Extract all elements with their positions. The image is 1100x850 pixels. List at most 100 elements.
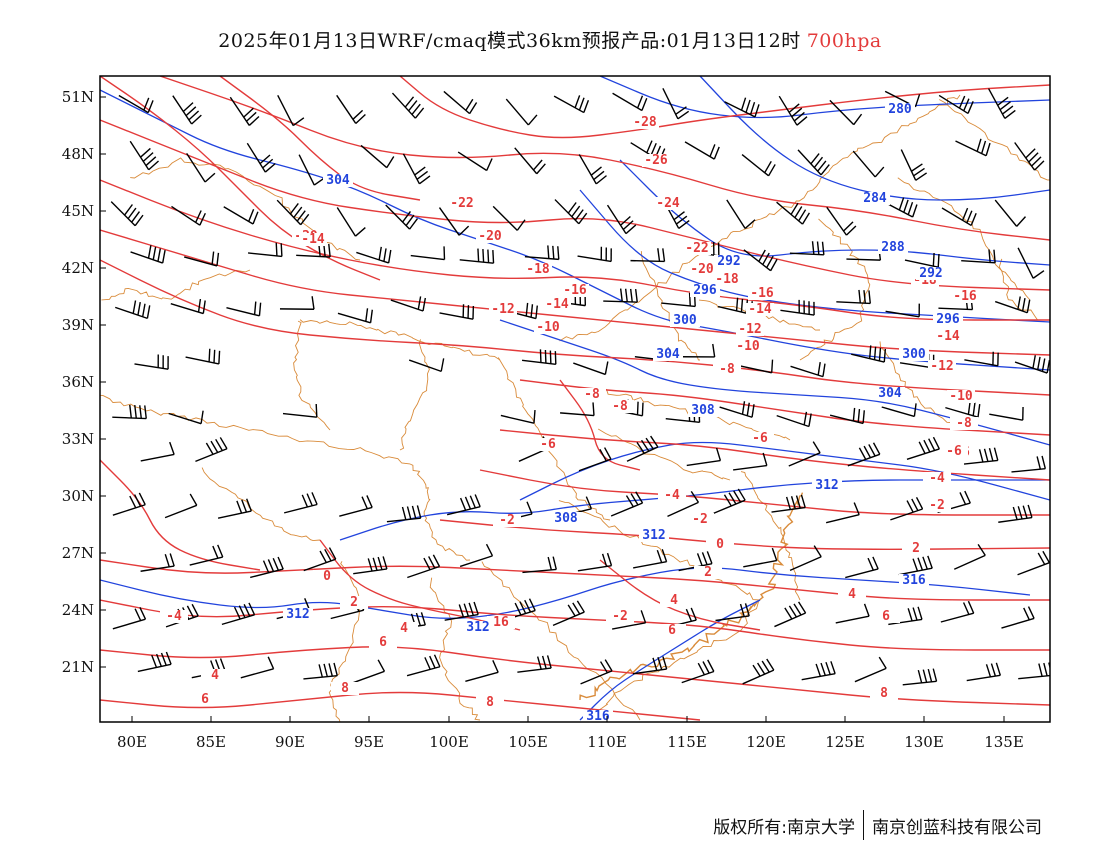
wind-barb bbox=[223, 206, 259, 225]
wind-barb bbox=[633, 549, 668, 569]
wind-barb bbox=[112, 404, 147, 420]
temperature-label: 2 bbox=[694, 565, 722, 580]
lat-tick-label: 48N bbox=[62, 145, 94, 163]
svg-text:-22: -22 bbox=[450, 196, 473, 211]
wind-barb bbox=[171, 205, 206, 226]
wind-barb bbox=[521, 349, 557, 365]
temperature-isoline bbox=[100, 179, 1050, 321]
wind-barb bbox=[247, 242, 283, 258]
svg-text:-10: -10 bbox=[536, 320, 560, 335]
lon-tick-label: 130E bbox=[904, 733, 944, 751]
boundary-line bbox=[897, 177, 1031, 301]
svg-text:-12: -12 bbox=[930, 359, 953, 374]
wind-barb bbox=[517, 655, 552, 673]
wind-barb bbox=[459, 248, 495, 264]
wind-barb bbox=[836, 289, 871, 305]
wind-barb bbox=[580, 659, 613, 685]
lat-tick-label: 51N bbox=[62, 88, 94, 106]
temperature-label: 4 bbox=[838, 587, 866, 602]
svg-text:6: 6 bbox=[201, 692, 209, 707]
wind-barb bbox=[955, 138, 991, 157]
wind-barb bbox=[407, 554, 441, 579]
wind-barb bbox=[444, 601, 479, 621]
height-label: 296 bbox=[933, 312, 963, 327]
boundary-line bbox=[497, 357, 611, 521]
wind-barb bbox=[851, 345, 887, 363]
wind-barb bbox=[282, 403, 318, 418]
lat-tick-label: 21N bbox=[62, 658, 94, 676]
wind-barb bbox=[522, 556, 557, 574]
wind-barb bbox=[110, 201, 144, 227]
wind-barb bbox=[246, 142, 276, 173]
wind-barb bbox=[337, 308, 373, 324]
lon-tick-label: 115E bbox=[667, 733, 707, 751]
wind-barb bbox=[900, 149, 928, 181]
temperature-label: 0 bbox=[706, 537, 734, 552]
temperature-isoline bbox=[100, 599, 1050, 651]
height-isoline bbox=[519, 441, 1050, 501]
wind-barb bbox=[554, 199, 588, 225]
svg-text:300: 300 bbox=[673, 313, 697, 328]
temperature-label: 8 bbox=[476, 695, 504, 710]
wind-barb bbox=[500, 410, 536, 424]
wind-barb bbox=[229, 96, 260, 126]
wind-barb bbox=[726, 199, 756, 229]
svg-text:16: 16 bbox=[493, 615, 509, 630]
svg-text:-16: -16 bbox=[750, 286, 774, 301]
svg-text:-18: -18 bbox=[526, 262, 550, 277]
wind-barb bbox=[112, 607, 147, 630]
temperature-label: 4 bbox=[201, 668, 229, 683]
wind-barb bbox=[406, 654, 441, 677]
wind-barb bbox=[137, 651, 172, 673]
temperature-label: -2 bbox=[923, 498, 951, 513]
wind-barb bbox=[186, 153, 216, 183]
temperature-label: -20 bbox=[688, 262, 716, 277]
wind-barb bbox=[801, 661, 836, 681]
svg-text:-14: -14 bbox=[545, 297, 569, 312]
wind-barb bbox=[742, 658, 775, 685]
height-label: 288 bbox=[878, 240, 908, 255]
height-isoline bbox=[699, 76, 1050, 201]
lon-tick-label: 120E bbox=[746, 733, 786, 751]
wind-barb bbox=[577, 246, 612, 263]
height-label: 300 bbox=[899, 347, 929, 362]
wind-barb bbox=[741, 154, 776, 177]
map-title: 2025年01月13日WRF/cmaq模式36km预报产品:01月13日12时 7… bbox=[0, 26, 1100, 53]
svg-text:316: 316 bbox=[902, 573, 926, 588]
wind-barb bbox=[963, 447, 999, 465]
wind-barb bbox=[250, 556, 284, 579]
svg-text:-2: -2 bbox=[499, 513, 515, 528]
wind-barb bbox=[994, 199, 1027, 227]
wind-barb bbox=[829, 99, 863, 126]
temperature-label: -10 bbox=[734, 339, 762, 354]
lat-tick-label: 45N bbox=[62, 202, 94, 220]
svg-text:288: 288 bbox=[881, 240, 905, 255]
temperature-label: 6 bbox=[872, 609, 900, 624]
svg-text:-18: -18 bbox=[715, 272, 739, 287]
wind-barb bbox=[829, 407, 865, 425]
boundary-line bbox=[130, 157, 361, 261]
temperature-label: -14 bbox=[543, 297, 571, 312]
wind-barb bbox=[185, 348, 221, 365]
wind-barb bbox=[352, 659, 386, 684]
wind-barb bbox=[459, 543, 494, 568]
temperature-label: -16 bbox=[951, 289, 979, 304]
lat-tick-label: 33N bbox=[62, 430, 94, 448]
wind-barb bbox=[1014, 142, 1045, 171]
temperature-label: -2 bbox=[686, 512, 714, 527]
wind-barb bbox=[994, 296, 1031, 314]
temperature-label: -8 bbox=[713, 362, 741, 377]
wind-barb bbox=[826, 206, 857, 236]
temperature-label: -2 bbox=[493, 513, 521, 528]
lon-tick-label: 100E bbox=[429, 733, 469, 751]
wind-barb bbox=[118, 94, 154, 114]
lon-tick-label: 105E bbox=[508, 733, 548, 751]
svg-text:284: 284 bbox=[863, 191, 887, 206]
temperature-label: -14 bbox=[746, 302, 774, 317]
temperature-label: -8 bbox=[578, 387, 606, 402]
height-label: 296 bbox=[690, 283, 720, 298]
svg-text:-4: -4 bbox=[664, 488, 680, 503]
wind-barb bbox=[578, 154, 607, 185]
wind-barb bbox=[632, 656, 668, 675]
wind-barb bbox=[825, 502, 860, 524]
